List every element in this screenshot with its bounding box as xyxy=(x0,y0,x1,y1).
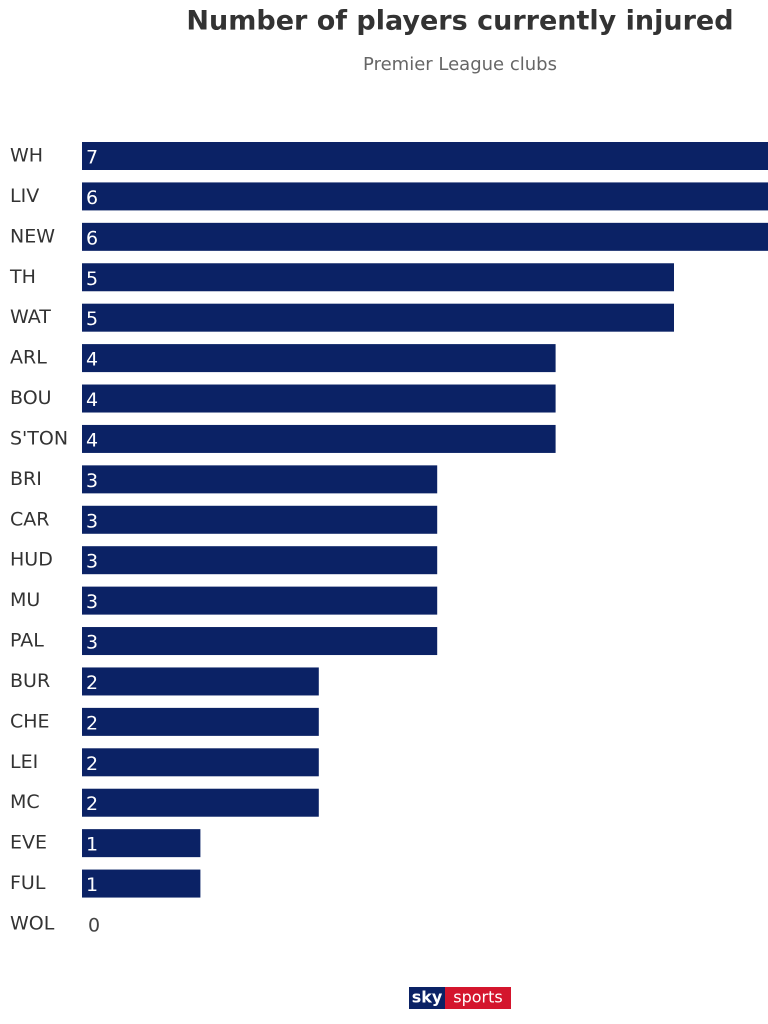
category-label: EVE xyxy=(10,832,47,854)
bar xyxy=(82,222,768,251)
category-label: TH xyxy=(9,266,36,288)
bar xyxy=(82,424,556,453)
category-label: BOU xyxy=(10,387,52,409)
value-label: 7 xyxy=(86,147,98,169)
bar xyxy=(82,788,319,817)
chart-subtitle: Premier League clubs xyxy=(363,54,557,75)
value-label: 5 xyxy=(86,268,98,290)
category-label: LEI xyxy=(10,751,38,773)
value-label: 3 xyxy=(86,551,98,573)
value-label: 4 xyxy=(86,429,98,451)
bar xyxy=(82,748,319,777)
bar xyxy=(82,182,768,211)
bar xyxy=(82,829,201,858)
bar xyxy=(82,667,319,696)
value-label: 0 xyxy=(88,914,100,936)
bar xyxy=(82,505,438,534)
bars xyxy=(82,142,768,898)
logo: sky sports xyxy=(409,987,511,1009)
bar xyxy=(82,263,674,292)
value-label: 5 xyxy=(86,308,98,330)
category-label: CAR xyxy=(10,508,49,530)
category-label: HUD xyxy=(10,549,53,571)
value-label: 4 xyxy=(86,349,98,371)
value-label: 3 xyxy=(86,591,98,613)
value-label: 6 xyxy=(86,227,98,249)
category-label: ARL xyxy=(10,347,47,369)
category-label: WH xyxy=(10,145,43,167)
value-label: 2 xyxy=(86,793,98,815)
chart-title: Number of players currently injured xyxy=(186,6,733,37)
category-label: NEW xyxy=(10,225,55,247)
bar xyxy=(82,344,556,373)
category-label: BRI xyxy=(10,468,42,490)
category-label: MU xyxy=(10,589,40,611)
category-label: FUL xyxy=(10,872,46,894)
logo-left: sky xyxy=(412,988,443,1007)
category-label: BUR xyxy=(10,670,50,692)
category-label: WAT xyxy=(10,306,51,328)
bar xyxy=(82,546,438,575)
value-label: 3 xyxy=(86,632,98,654)
value-label: 2 xyxy=(86,712,98,734)
category-label: LIV xyxy=(10,185,39,207)
bar xyxy=(82,869,201,898)
category-label: PAL xyxy=(10,630,44,652)
bar xyxy=(82,707,319,736)
bar xyxy=(82,303,674,332)
logo-right-box xyxy=(445,987,511,1009)
bar xyxy=(82,586,438,615)
logo-left-box xyxy=(409,987,445,1009)
value-label: 2 xyxy=(86,672,98,694)
value-label: 6 xyxy=(86,187,98,209)
category-label: MC xyxy=(10,791,40,813)
logo-right: sports xyxy=(453,988,502,1007)
category-label: S'TON xyxy=(10,427,68,449)
value-label: 1 xyxy=(86,834,98,856)
bar xyxy=(82,465,438,494)
value-label: 1 xyxy=(86,874,98,896)
category-label: WOL xyxy=(10,912,55,934)
value-label: 2 xyxy=(86,753,98,775)
value-label: 3 xyxy=(86,470,98,492)
category-label: CHE xyxy=(10,710,50,732)
value-label: 4 xyxy=(86,389,98,411)
bar xyxy=(82,627,438,656)
bar xyxy=(82,384,556,413)
value-label: 3 xyxy=(86,510,98,532)
bar xyxy=(82,142,768,170)
